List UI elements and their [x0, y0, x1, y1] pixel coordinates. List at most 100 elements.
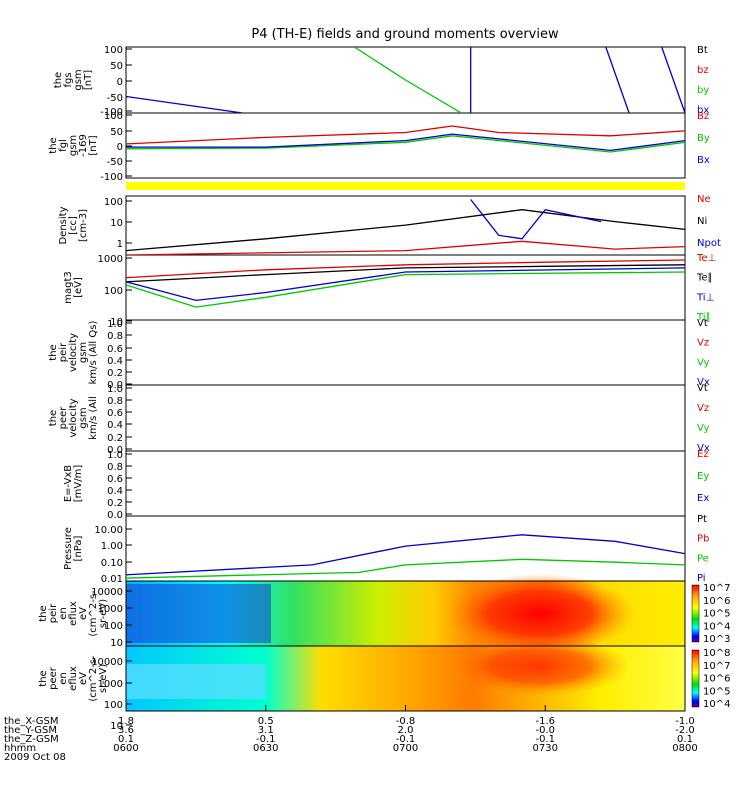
- colorbar-label-peer_en: 10^5: [703, 686, 730, 697]
- ephemeris-value: 0730: [533, 743, 558, 754]
- series-temp-Te⊥-0: [126, 259, 685, 279]
- fgl-status-bar: [126, 182, 685, 190]
- legend-fgs-bz: bz: [697, 65, 709, 76]
- legend-efield-Ex: Ex: [697, 493, 709, 504]
- legend-efield-Ey: Ey: [697, 471, 709, 482]
- ytick-label-peir_en: 1000: [98, 604, 123, 615]
- legend-fgl-Bx: Bx: [697, 155, 710, 166]
- panel-frame-peer_vel: [125, 384, 686, 452]
- ephemeris-label-hhmm: hhmm: [4, 743, 36, 754]
- series-density-Ni-0: [126, 209, 685, 252]
- ylabel-pressure: [nPa]: [73, 535, 84, 561]
- ylabel-peir_en: sr-eV): [98, 599, 109, 628]
- legend-density-Ni: Ni: [697, 216, 707, 227]
- ylabel-peer_en: sr-eV): [98, 664, 109, 693]
- legend-temp-Ti⊥: Ti⊥: [696, 292, 714, 303]
- colorbar-label-peer_en: 10^7: [703, 661, 730, 672]
- ephemeris-value: -0.0: [535, 725, 555, 736]
- ytick-label-fgs: 50: [110, 61, 123, 72]
- ytick-label-fgl: 100: [104, 111, 123, 122]
- ylabel-density: [cc]: [68, 216, 79, 235]
- ytick-label-pressure: 0.10: [101, 558, 123, 569]
- ytick-label-efield: 1.0: [107, 450, 123, 461]
- ytick-label-temp: 1000: [98, 254, 123, 265]
- ylabel-fgs: fgs: [63, 72, 74, 87]
- ylabel-peir_en: peir: [48, 603, 59, 623]
- ytick-label-peir_en: 10: [110, 638, 123, 649]
- ephemeris-value: -1.0: [675, 716, 695, 727]
- ylabel-peer_vel: km/s (All: [88, 396, 99, 440]
- ylabel-peir_vel: velocity: [68, 333, 79, 372]
- chart-title: P4 (TH-E) fields and ground moments over…: [251, 27, 559, 42]
- ephemeris-value: -1.6: [535, 716, 555, 727]
- legend-temp-Te⊥: Te⊥: [696, 253, 716, 264]
- legend-peir_vel-Vz: Vz: [697, 338, 709, 349]
- ytick-label-efield: 0.4: [107, 486, 123, 497]
- colorbar-label-peer_en: 10^4: [703, 699, 730, 710]
- ephemeris-value: 2.0: [398, 725, 414, 736]
- panel-frame-fgl: [125, 112, 686, 179]
- ytick-label-fgs: -50: [107, 93, 123, 104]
- ytick-label-density: 1: [117, 239, 123, 250]
- legend-peir_vel-Vx: Vx: [697, 377, 710, 388]
- ytick-label-efield: 0.0: [107, 510, 123, 521]
- legend-temp-Te∥: Te∥: [696, 273, 713, 284]
- series-fgl-Bz-0: [126, 125, 685, 145]
- ylabel-peir_vel: the: [48, 344, 59, 360]
- ylabel-fgl: fgl: [58, 139, 69, 152]
- ytick-label-pressure: 1.00: [101, 541, 123, 552]
- ylabel-fgs: [nT]: [83, 70, 94, 90]
- panel-frame-efield: [125, 450, 686, 517]
- ephemeris-value: 0600: [113, 743, 138, 754]
- panel-peer_en: [125, 636, 700, 726]
- ephemeris-value: -0.8: [396, 716, 416, 727]
- ylabel-peer_en: eV: [78, 672, 89, 685]
- ytick-label-pressure: 0.01: [101, 574, 123, 585]
- ytick-label-peer_vel: 0.6: [107, 408, 123, 419]
- colorbar-peir_en: [691, 584, 700, 643]
- ephemeris-label-the_X-GSM: the_X-GSM: [4, 716, 58, 727]
- ylabel-peer_en: en: [58, 672, 69, 685]
- series-density-Npot-2: [470, 199, 602, 240]
- ylabel-peir_vel: km/s (All Qs): [88, 321, 99, 385]
- ylabel-fgs: gsm: [73, 69, 84, 90]
- panel-pressure: [125, 515, 686, 582]
- panel-efield: [125, 450, 686, 517]
- ylabel-peir_vel: peir: [58, 342, 69, 362]
- ytick-label-peer_vel: 0.2: [107, 433, 123, 444]
- ytick-label-fgs: 100: [104, 45, 123, 56]
- series-temp-Ti∥-3: [126, 271, 685, 308]
- legend-fgl-Bz: Bz: [697, 111, 709, 122]
- ytick-label-fgl: 50: [110, 127, 123, 138]
- ylabel-fgl: gsm: [68, 135, 79, 156]
- ytick-label-temp: 100: [104, 286, 123, 297]
- ylabel-peir_vel: gsm: [78, 342, 89, 363]
- colorbar-label-peir_en: 10^3: [703, 634, 730, 645]
- ephemeris-value: 0700: [393, 743, 418, 754]
- ylabel-peer_en: the: [38, 670, 49, 686]
- ytick-label-density: 10: [110, 218, 123, 229]
- ylabel-fgl: [nT]: [88, 135, 99, 155]
- ephemeris-date: 2009 Oct 08: [4, 752, 66, 763]
- legend-temp-Ti∥: Ti∥: [696, 312, 711, 323]
- legend-fgs-bx: bx: [697, 105, 709, 116]
- ylabel-peir_en: (cm^2-s-: [88, 590, 99, 637]
- series-density-Ne-1: [126, 240, 685, 255]
- legend-pressure-Pe: Pe: [697, 553, 709, 564]
- colorbar-label-peer_en: 10^8: [703, 648, 730, 659]
- ylabel-peer_en: (cm^2-s-: [88, 655, 99, 702]
- ytick-label-peir_vel: 0.6: [107, 344, 123, 355]
- ephemeris-value: -0.1: [535, 734, 555, 745]
- ylabel-peir_en: en: [58, 607, 69, 620]
- ytick-label-peer_en: 10000: [91, 657, 123, 668]
- ephemeris-value: -2.0: [675, 725, 695, 736]
- ytick-label-efield: 0.8: [107, 462, 123, 473]
- series-fgl-By-1: [126, 135, 685, 153]
- ephemeris-value: -0.1: [256, 734, 276, 745]
- colorbar-label-peir_en: 10^5: [703, 609, 730, 620]
- legend-peer_vel-Vz: Vz: [697, 403, 709, 414]
- series-pressure-Pe-1: [126, 558, 685, 579]
- ytick-label-fgl: -50: [107, 157, 123, 168]
- ylabel-fgs: the: [53, 72, 64, 88]
- legend-density-Ne: Ne: [697, 194, 711, 205]
